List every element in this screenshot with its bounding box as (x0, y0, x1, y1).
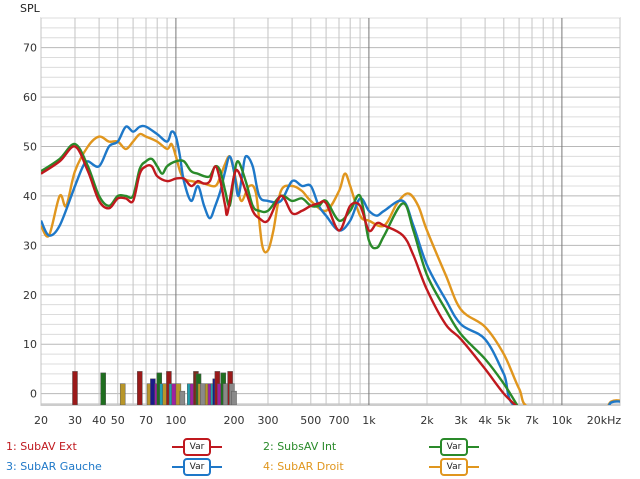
x-tick-label: 40 (92, 414, 106, 427)
legend-label-1[interactable]: 1: SubAV Ext (6, 440, 77, 453)
filter-marker (222, 383, 229, 405)
x-tick-label: 5k (497, 414, 511, 427)
filter-marker (179, 390, 186, 405)
x-tick-label: 3k (454, 414, 468, 427)
x-tick-label: 700 (329, 414, 350, 427)
x-tick-label: 20kHz (587, 414, 622, 427)
x-tick-label: 30 (68, 414, 82, 427)
y-tick-label: 50 (23, 141, 37, 154)
y-tick-label: 10 (23, 338, 37, 351)
x-tick-label: 4k (478, 414, 492, 427)
filter-marker (231, 390, 237, 405)
var-button-3-label[interactable]: Var (183, 458, 211, 476)
series-lines (41, 124, 620, 405)
var-button-4-label[interactable]: Var (440, 458, 468, 476)
y-tick-label: 0 (30, 388, 37, 401)
grid (40, 17, 621, 406)
x-tick-label: 10k (552, 414, 573, 427)
x-tick-labels: 20 30 40 50 70 100 200 300 500 700 1k 2k 3k 4k 5k 7k 10k… (34, 414, 621, 427)
x-tick-label: 70 (139, 414, 153, 427)
filter-markers (72, 371, 237, 405)
legend-label-2[interactable]: 2: SubsAV Int (263, 440, 337, 453)
y-tick-label: 70 (23, 42, 37, 55)
var-button-2[interactable]: Var (429, 438, 479, 456)
y-tick-label: 20 (23, 289, 37, 302)
var-button-4[interactable]: Var (429, 458, 479, 476)
y-tick-label: 30 (23, 239, 37, 252)
x-tick-label: 200 (224, 414, 245, 427)
var-button-3[interactable]: Var (172, 458, 222, 476)
filter-marker (200, 383, 206, 405)
var-button-2-label[interactable]: Var (440, 438, 468, 456)
y-tick-label: 40 (23, 190, 37, 203)
x-tick-label: 20 (34, 414, 48, 427)
filter-marker (100, 372, 106, 405)
series-line-1 (41, 145, 518, 405)
y-axis-label: SPL (20, 2, 41, 15)
x-tick-label: 2k (420, 414, 434, 427)
y-tick-labels: 0 10 20 30 40 50 60 70 (23, 42, 37, 401)
series-line-4 (41, 132, 620, 405)
x-tick-label: 300 (257, 414, 278, 427)
filter-marker (119, 383, 126, 405)
var-button-1[interactable]: Var (172, 438, 222, 456)
filter-marker (72, 371, 78, 405)
x-tick-label: 7k (525, 414, 539, 427)
filter-marker (137, 371, 143, 405)
x-tick-label: 50 (111, 414, 125, 427)
legend-label-4[interactable]: 4: SubAR Droit (263, 460, 344, 473)
x-tick-label: 100 (165, 414, 186, 427)
y-tick-label: 60 (23, 91, 37, 104)
var-button-1-label[interactable]: Var (183, 438, 211, 456)
legend-label-3[interactable]: 3: SubAR Gauche (6, 460, 102, 473)
x-tick-label: 500 (300, 414, 321, 427)
x-tick-label: 1k (362, 414, 376, 427)
